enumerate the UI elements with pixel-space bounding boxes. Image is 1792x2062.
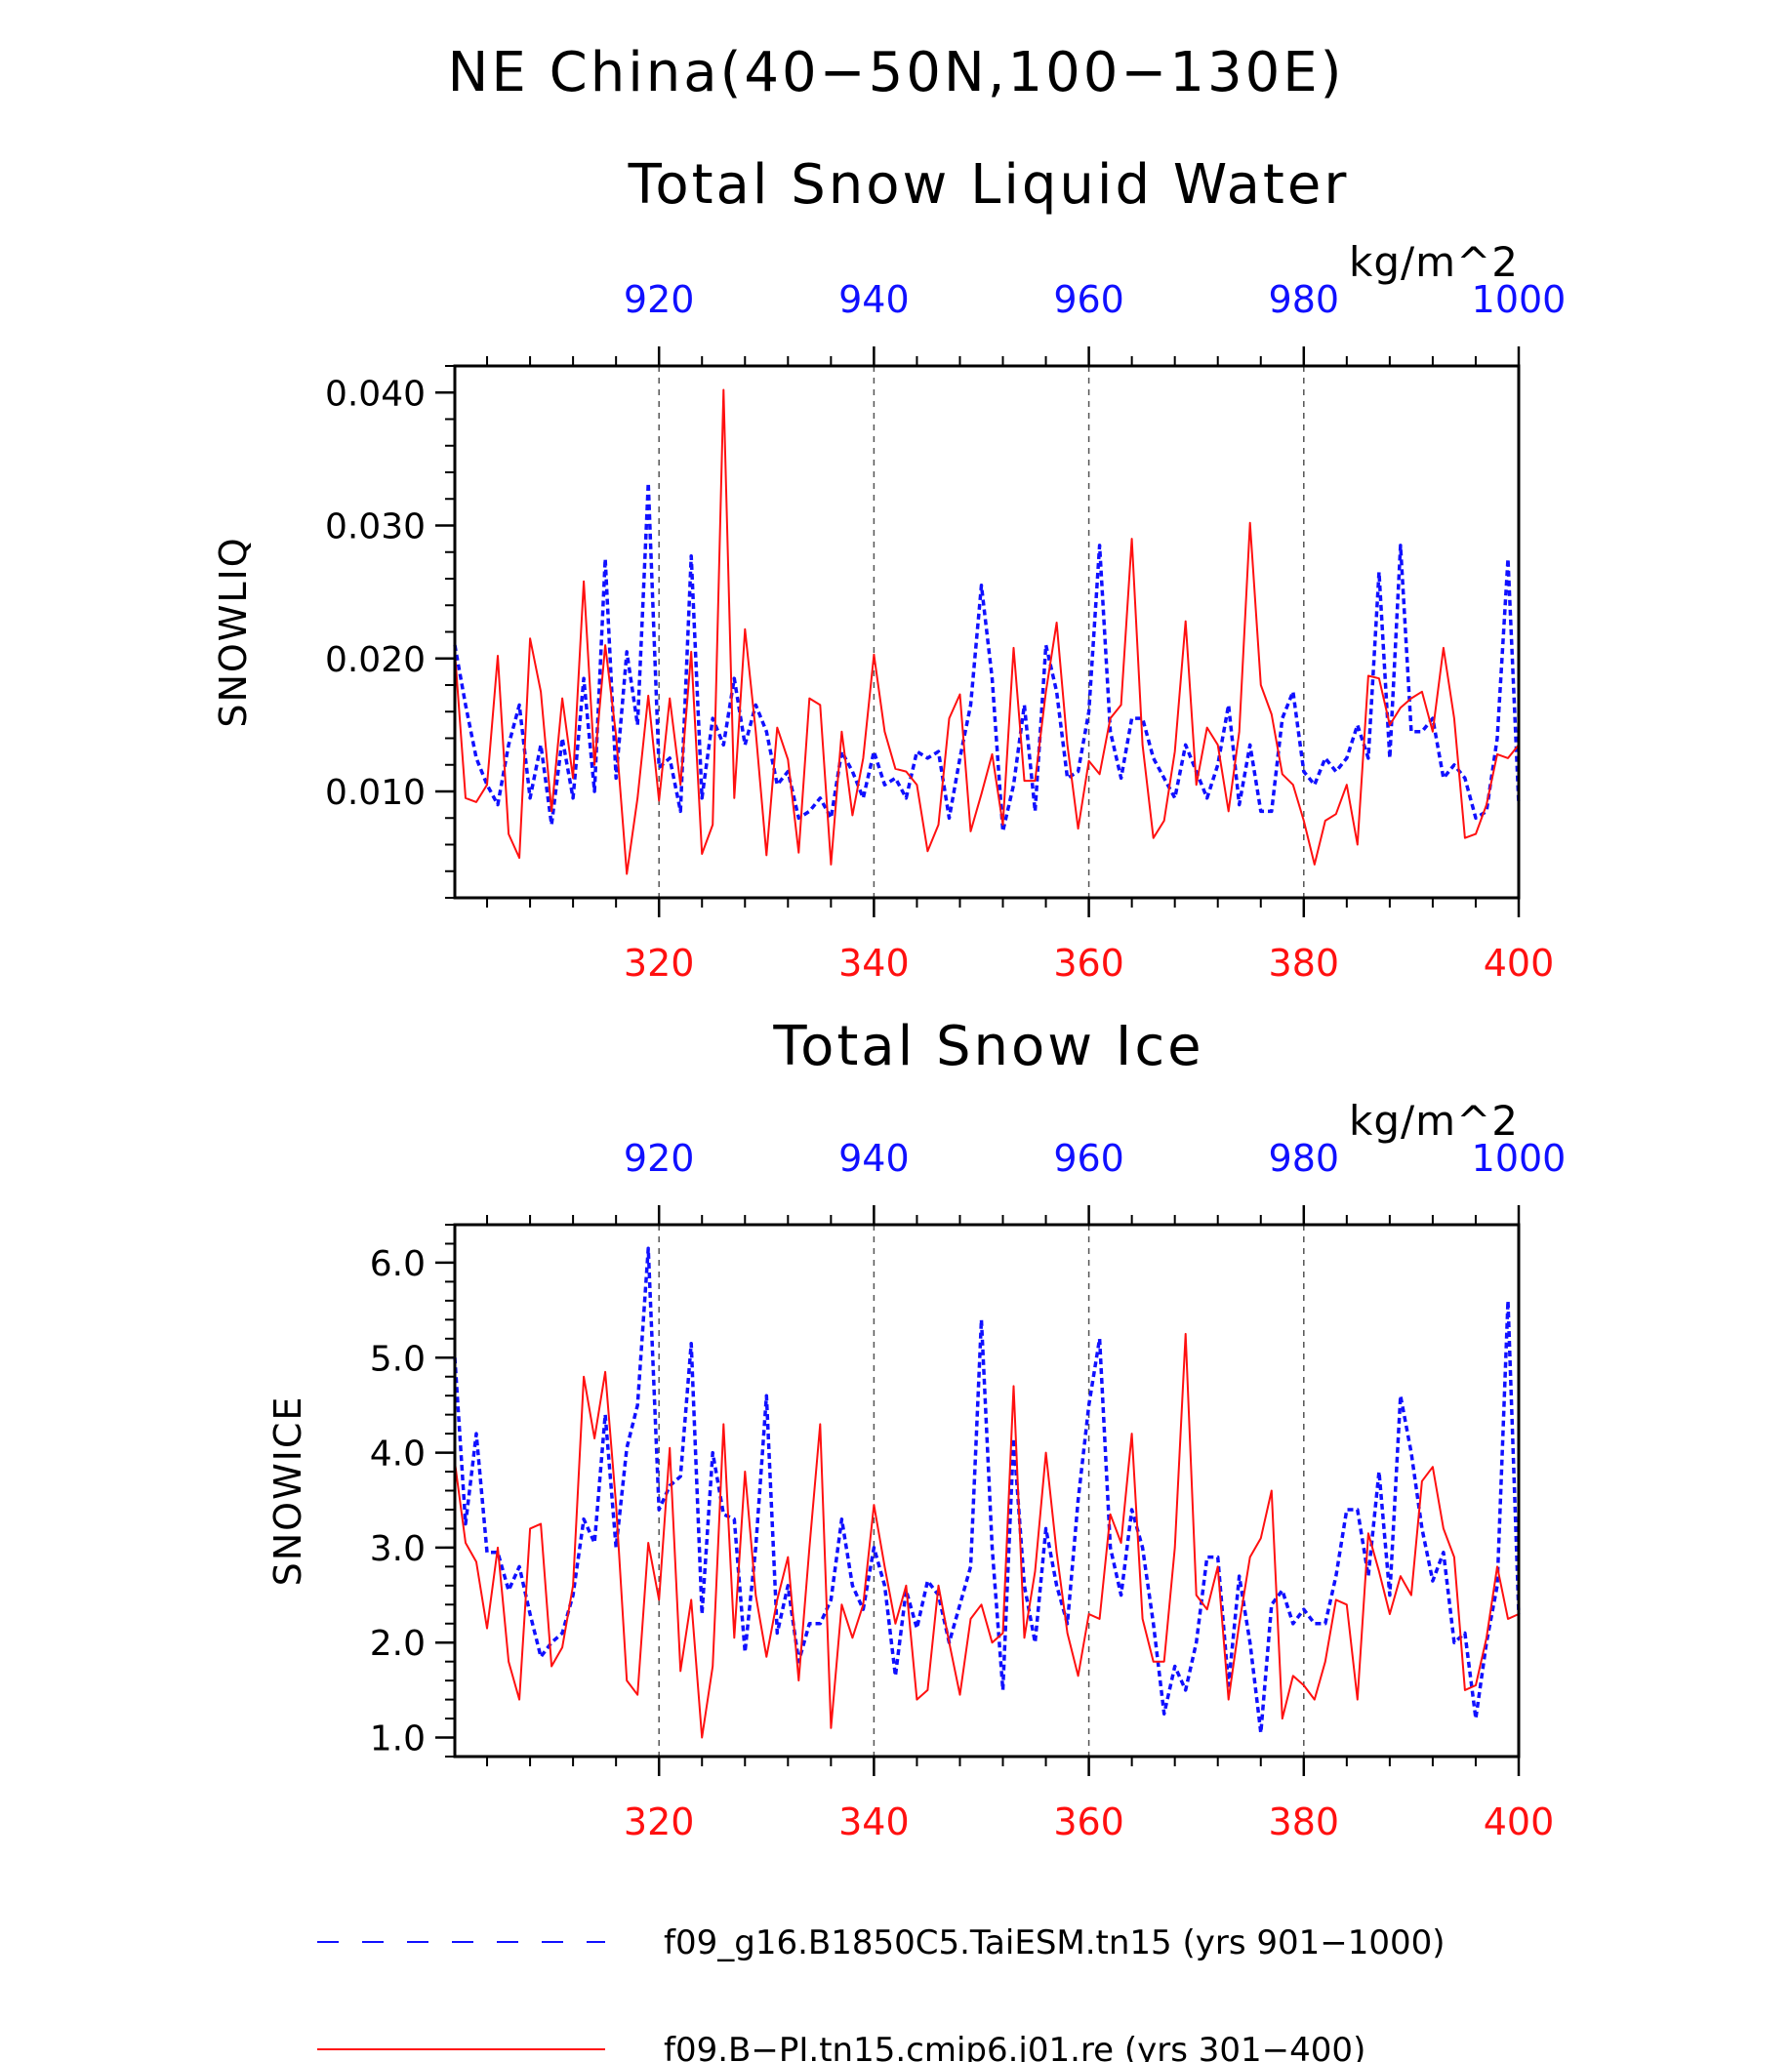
plot-frame <box>453 364 1521 900</box>
x-top-tick-label: 980 <box>1269 278 1340 321</box>
y-tick-label: 0.030 <box>325 507 426 547</box>
x-top-tick-label: 920 <box>624 1137 695 1180</box>
legend-label: f09.B−PI.tn15.cmip6.j01.re (yrs 301−400) <box>664 2031 1365 2062</box>
series-line-red <box>454 388 1520 875</box>
x-tick-label: 340 <box>838 942 910 985</box>
chart-panel-1: Total Snow Liquid Water kg/m^2 320 340 360 38… <box>212 153 1566 985</box>
x-tick-label: 400 <box>1484 1800 1555 1843</box>
y-tick-label: 5.0 <box>370 1339 426 1379</box>
x-top-tick-label: 980 <box>1269 1137 1340 1180</box>
figure-title: NE China(40−50N,100−130E) <box>448 41 1345 104</box>
series-line-blue <box>453 481 1521 833</box>
y-axis-label: SNOWICE <box>266 1395 309 1587</box>
x-top-tick-label: 960 <box>1053 278 1124 321</box>
y-tick-label: 0.040 <box>325 374 426 414</box>
legend-label: f09_g16.B1850C5.TaiESM.tn15 (yrs 901−100… <box>664 1923 1446 1962</box>
y-tick-label: 3.0 <box>370 1529 426 1569</box>
x-tick-label: 320 <box>624 942 695 985</box>
x-top-tick-label: 960 <box>1053 1137 1124 1180</box>
units-label: kg/m^2 <box>1349 1097 1519 1145</box>
x-top-tick-label: 920 <box>624 278 695 321</box>
y-tick-label: 4.0 <box>370 1435 426 1475</box>
x-tick-label: 400 <box>1484 942 1555 985</box>
panel-title: Total Snow Ice <box>772 1015 1203 1078</box>
y-tick-label: 6.0 <box>370 1244 426 1284</box>
series-line-red <box>454 1332 1520 1739</box>
legend-item: f09_g16.B1850C5.TaiESM.tn15 (yrs 901−100… <box>317 1923 1446 1962</box>
plot-frame <box>453 1223 1521 1759</box>
legend-item: f09.B−PI.tn15.cmip6.j01.re (yrs 301−400) <box>317 2031 1365 2062</box>
y-tick-label: 0.020 <box>325 640 426 680</box>
x-tick-label: 360 <box>1053 1800 1124 1843</box>
x-top-tick-label: 1000 <box>1472 1137 1567 1180</box>
panels: Total Snow Liquid Water kg/m^2 320 340 360 38… <box>212 153 1566 1843</box>
x-tick-label: 380 <box>1269 942 1340 985</box>
x-tick-label: 320 <box>624 1800 695 1843</box>
x-top-tick-label: 940 <box>838 278 910 321</box>
x-tick-label: 360 <box>1053 942 1124 985</box>
legend: f09_g16.B1850C5.TaiESM.tn15 (yrs 901−100… <box>317 1923 1446 2062</box>
y-tick-label: 2.0 <box>370 1624 426 1664</box>
panel-title: Total Snow Liquid Water <box>628 153 1350 217</box>
x-tick-label: 340 <box>838 1800 910 1843</box>
y-tick-label: 1.0 <box>370 1719 426 1759</box>
series-line-blue <box>453 1246 1521 1735</box>
chart-panel-2: Total Snow Ice kg/m^2 320 340 360 380 400 920 94… <box>266 1015 1566 1843</box>
y-tick-label: 0.010 <box>325 773 426 813</box>
units-label: kg/m^2 <box>1349 238 1519 286</box>
y-axis-label: SNOWLIQ <box>212 536 255 727</box>
x-tick-label: 380 <box>1269 1800 1340 1843</box>
x-top-tick-label: 940 <box>838 1137 910 1180</box>
x-top-tick-label: 1000 <box>1472 278 1567 321</box>
